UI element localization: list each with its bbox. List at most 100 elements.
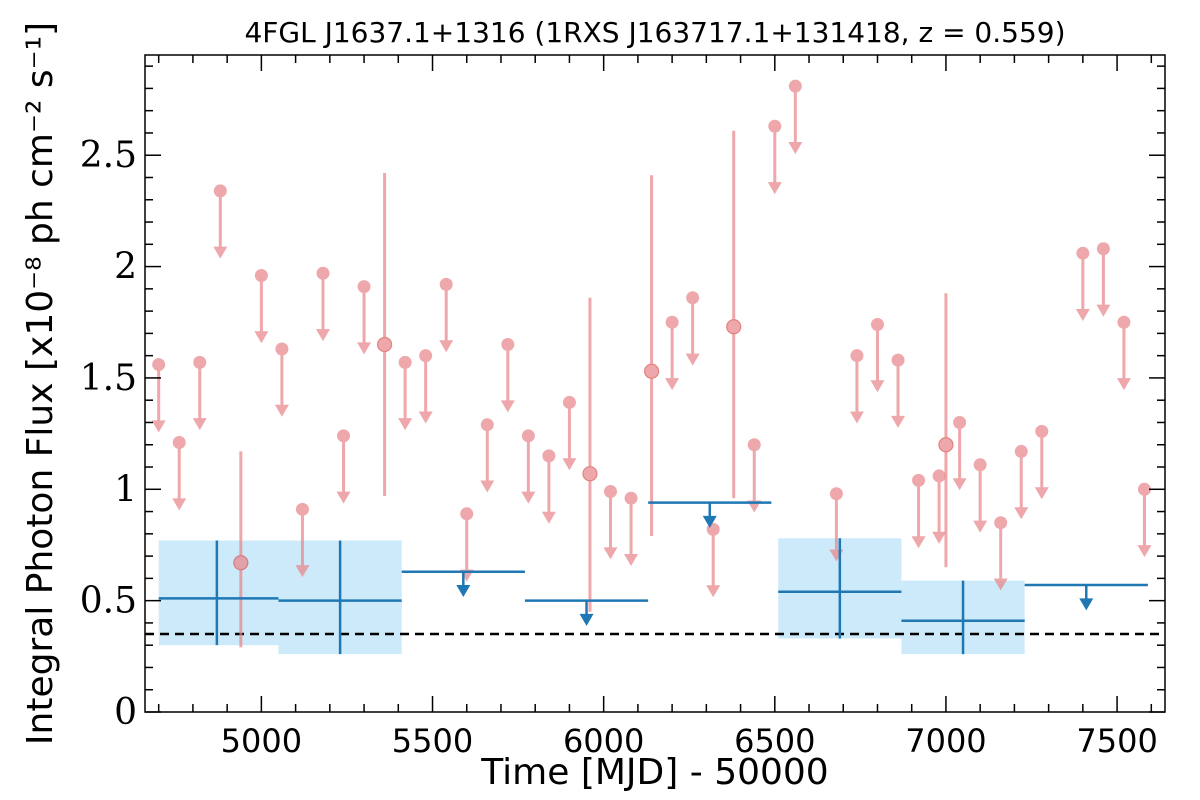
upper-limit-marker [295, 502, 309, 516]
x-tick-label: 6000 [563, 722, 644, 760]
short-bin-upper-limit [336, 429, 351, 504]
upper-limit-arrow [1137, 545, 1152, 558]
long-bin-upper-limit [524, 599, 649, 626]
short-bin-upper-limit [973, 458, 988, 533]
upper-limit-marker [480, 418, 494, 432]
plot-frame [144, 54, 1166, 713]
short-bin-detection [938, 293, 954, 568]
upper-limit-arrow [541, 511, 556, 524]
upper-limit-arrow [315, 329, 330, 342]
upper-limit-arrow [500, 400, 515, 413]
detection-marker [233, 555, 249, 571]
long-bin-upper-limit-arrow [1079, 598, 1094, 611]
upper-limit-arrow [891, 415, 906, 428]
short-bin-detection [582, 297, 598, 612]
short-bin-upper-limit [1014, 444, 1029, 520]
upper-limit-arrow [254, 331, 269, 344]
long-bin-upper-limit [648, 501, 772, 528]
upper-limit-marker [542, 449, 556, 463]
detection-marker [643, 363, 660, 379]
upper-limit-marker [193, 355, 207, 369]
upper-limit-marker [337, 429, 351, 443]
upper-limit-marker [419, 349, 433, 363]
upper-limit-marker [1014, 444, 1028, 458]
upper-limit-arrow [952, 478, 967, 491]
short-bin-upper-limit [521, 429, 536, 504]
y-axis-label: Integral Photon Flux [x10⁻⁸ ph cm⁻² s⁻¹] [20, 22, 61, 745]
upper-limit-marker [665, 315, 679, 329]
y-tick-label: 0.5 [80, 581, 137, 622]
detection-marker [582, 466, 598, 482]
upper-limit-arrow [665, 378, 680, 391]
short-bin-upper-limit [357, 280, 372, 355]
short-bin-upper-limits [151, 79, 1152, 598]
short-bin-upper-limit [151, 358, 166, 433]
y-tick-label: 2.5 [80, 135, 137, 176]
long-bin-upper-limits [401, 501, 1148, 626]
long-bin-upper-limit-arrow [456, 584, 471, 597]
upper-limit-marker [624, 491, 638, 505]
upper-limit-arrow [973, 520, 988, 533]
upper-limit-arrow [357, 342, 372, 355]
upper-limit-arrow [192, 418, 207, 431]
short-bin-detection [643, 175, 660, 537]
short-bin-upper-limit [952, 415, 967, 491]
upper-limit-marker [891, 353, 905, 367]
upper-limit-marker [747, 438, 761, 452]
upper-limit-marker [953, 415, 967, 429]
upper-limit-arrow [911, 536, 926, 549]
upper-limit-marker [1076, 246, 1090, 260]
upper-limit-marker [316, 266, 330, 280]
upper-limit-arrow [295, 565, 310, 578]
upper-limit-marker [1117, 315, 1131, 329]
long-bin-detection [278, 540, 402, 655]
upper-limit-arrow [603, 547, 618, 560]
upper-limit-marker [973, 458, 987, 472]
upper-limit-arrow [439, 340, 454, 353]
upper-limit-arrow [418, 411, 433, 424]
x-tick-label: 7500 [1076, 722, 1157, 760]
upper-limit-arrow [1075, 309, 1090, 322]
short-bin-upper-limit [418, 349, 433, 424]
upper-limit-marker [254, 268, 268, 282]
upper-limit-arrow [562, 458, 577, 471]
chart-title: 4FGL J1637.1+1316 (1RXS J163717.1+131418… [244, 16, 1065, 49]
upper-limit-arrow [398, 418, 413, 431]
short-bin-upper-limit [767, 119, 782, 195]
short-bin-upper-limit [192, 355, 207, 431]
upper-limit-marker [172, 436, 186, 450]
upper-limit-marker [152, 358, 166, 372]
upper-limit-marker [788, 79, 802, 93]
short-bin-upper-limit [254, 268, 269, 344]
upper-limit-arrow [1116, 378, 1131, 391]
short-bin-upper-limit [665, 315, 680, 391]
short-bin-upper-limit [213, 184, 228, 259]
short-bin-upper-limit [1034, 424, 1049, 500]
short-bin-upper-limit [603, 485, 618, 560]
upper-limit-arrow [213, 246, 228, 259]
short-bin-upper-limit [562, 395, 577, 471]
short-bin-upper-limit [624, 491, 639, 567]
long-bin-upper-limit [401, 570, 525, 597]
long-bin-upper-limit-arrow [702, 515, 717, 528]
detection-marker [938, 437, 954, 453]
upper-limit-arrow [767, 182, 782, 195]
long-bin-detection [901, 580, 1025, 655]
x-tick-label: 7000 [905, 722, 986, 760]
upper-limit-marker [562, 395, 576, 409]
upper-limit-marker [1137, 482, 1151, 496]
upper-limit-arrow [870, 380, 885, 393]
upper-limit-arrow [274, 404, 289, 417]
short-bin-upper-limit [172, 436, 187, 511]
upper-limit-marker [1035, 424, 1049, 438]
short-bin-upper-limit [1075, 246, 1090, 322]
short-bin-upper-limit [274, 342, 289, 417]
upper-limit-arrow [849, 411, 864, 424]
long-bin-detection [158, 540, 279, 646]
upper-limit-marker [1096, 242, 1110, 256]
short-bin-upper-limit [685, 291, 700, 366]
upper-limit-arrow [1096, 304, 1111, 317]
short-bin-detections [233, 130, 954, 648]
short-bin-upper-limit [788, 79, 803, 154]
